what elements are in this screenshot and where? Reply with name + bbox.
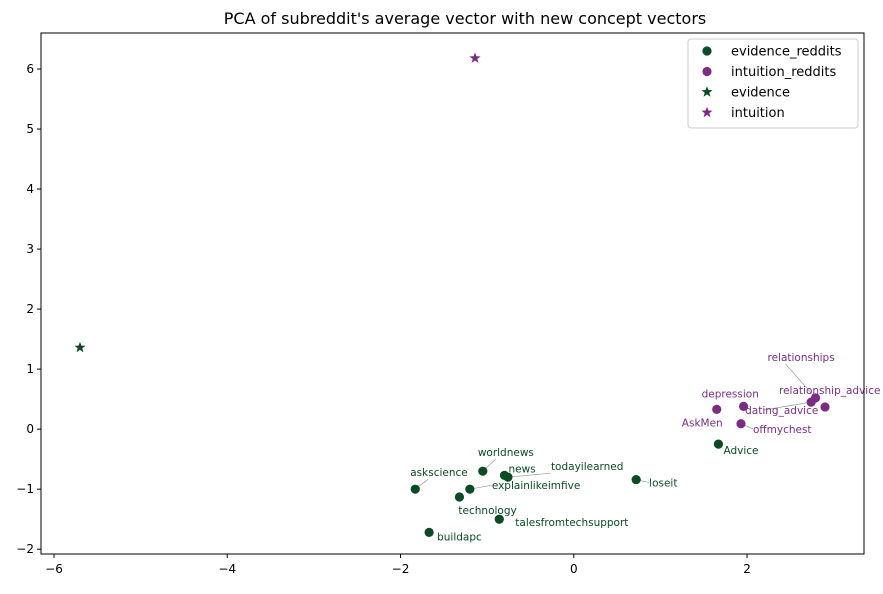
point-label-advice: Advice [723, 445, 758, 457]
y-tick-label: 6 [26, 62, 34, 76]
point-label-askscience: askscience [410, 467, 468, 479]
legend-box [687, 38, 859, 129]
y-axis: −2 −1 0 1 2 3 4 5 6 [16, 62, 41, 556]
legend-label-intuition: intuition [731, 106, 785, 121]
legend-label-intuition-reddits: intuition_reddits [731, 65, 836, 80]
leader-line-relationships [785, 363, 816, 399]
point-label-askmen: AskMen [682, 417, 723, 429]
x-tick-label: 2 [743, 562, 751, 576]
point-worldnews [478, 466, 488, 476]
y-tick-label: 4 [26, 182, 34, 196]
legend-marker-intuition-reddits [702, 66, 712, 77]
point-label-worldnews: worldnews [478, 447, 534, 459]
point-relationships [810, 393, 821, 403]
point-label-news: news [508, 463, 535, 475]
star-evidence [74, 341, 86, 353]
star-intuition [469, 52, 481, 63]
point-label-dating-advice: dating_advice [745, 405, 818, 417]
point-label-explainlikeimfive: explainlikeimfive [492, 480, 581, 492]
leader-line-dating-advice [763, 401, 812, 411]
y-tick-label: 2 [26, 302, 34, 316]
y-tick-label: 3 [26, 242, 34, 256]
y-tick-label: 1 [26, 362, 34, 376]
point-askmen [712, 404, 722, 414]
point-label-relationships: relationships [767, 352, 834, 364]
point-askscience [410, 484, 420, 494]
legend-label-evidence-reddits: evidence_reddits [731, 45, 842, 60]
point-label-relationship-advice: relationship_advice [779, 385, 880, 397]
point-relationship-advice [820, 402, 830, 412]
x-tick-label: −2 [392, 562, 410, 576]
point-buildapc [424, 527, 434, 537]
point-offmychest [736, 419, 746, 429]
legend: evidence_reddits intuition_redditsevidenc… [687, 38, 859, 129]
legend-label-evidence: evidence [731, 86, 790, 101]
x-tick-label: 0 [570, 562, 578, 576]
point-technology [454, 492, 465, 502]
y-tick-label: 5 [26, 122, 34, 136]
y-tick-label: −1 [16, 482, 34, 496]
point-depression [738, 401, 749, 411]
point-label-buildapc: buildapc [437, 531, 482, 543]
data-marks [74, 52, 830, 537]
legend-marker-evidence [701, 86, 713, 97]
x-tick-label: −6 [45, 562, 63, 576]
point-loseit [631, 474, 641, 485]
point-talesfromtechsupport [494, 514, 504, 524]
x-tick-label: −4 [218, 562, 236, 576]
chart-title: PCA of subreddit's average vector with n… [224, 9, 707, 28]
point-label-offmychest: offmychest [753, 424, 812, 436]
x-axis: −6 −4 −2 0 2 [45, 554, 751, 576]
legend-marker-evidence-reddits [702, 46, 712, 56]
y-tick-label: 0 [26, 422, 34, 436]
y-tick-label: −2 [16, 542, 34, 556]
point-label-depression: depression [702, 388, 759, 400]
point-label-technology: technology [458, 505, 516, 517]
point-explainlikeimfive [465, 484, 475, 494]
point-labels: worldnews news todayilearned askscience expl… [410, 352, 880, 543]
point-label-loseit: loseit [649, 478, 677, 490]
point-todayilearned [503, 472, 513, 482]
leader-line-todayilearned [507, 472, 551, 478]
legend-marker-intuition [701, 106, 713, 118]
plot-area-frame [40, 32, 865, 555]
point-label-talesfromtechsupport: talesfromtechsupport [515, 517, 628, 529]
point-advice [713, 439, 724, 449]
point-label-todayilearned: todayilearned [551, 461, 624, 473]
